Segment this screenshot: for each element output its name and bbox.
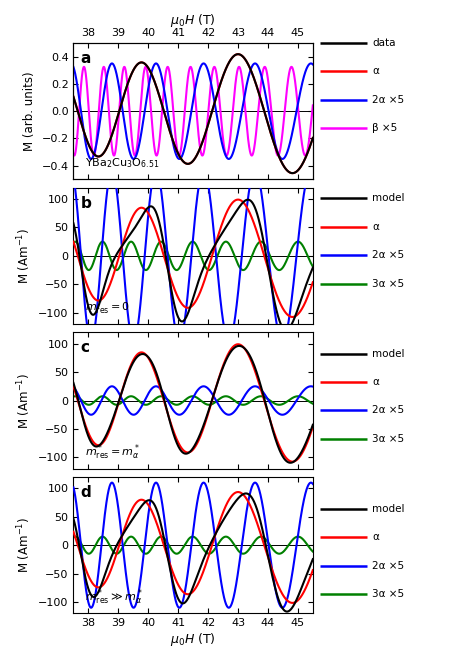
Text: 2α ×5: 2α ×5 — [372, 250, 404, 260]
X-axis label: $\mu_0 H$ (T): $\mu_0 H$ (T) — [170, 631, 216, 648]
Text: α: α — [372, 532, 379, 543]
Text: model: model — [372, 193, 405, 204]
Text: 2α ×5: 2α ×5 — [372, 561, 404, 571]
Text: α: α — [372, 66, 379, 77]
Text: β ×5: β ×5 — [372, 123, 397, 134]
Y-axis label: M (Am$^{-1}$): M (Am$^{-1}$) — [15, 372, 33, 428]
Text: model: model — [372, 348, 405, 359]
Y-axis label: M (Am$^{-1}$): M (Am$^{-1}$) — [15, 228, 33, 284]
Text: data: data — [372, 38, 396, 48]
Y-axis label: M (arb. units): M (arb. units) — [23, 71, 36, 151]
Text: c: c — [81, 340, 90, 356]
X-axis label: $\mu_0 H$ (T): $\mu_0 H$ (T) — [170, 12, 216, 29]
Text: a: a — [81, 51, 91, 66]
Text: model: model — [372, 504, 405, 514]
Text: $m^*_{\mathrm{res}} \gg m^*_{\alpha}$: $m^*_{\mathrm{res}} \gg m^*_{\alpha}$ — [85, 587, 143, 607]
Text: $m^*_{\mathrm{res}} = 0$: $m^*_{\mathrm{res}} = 0$ — [85, 297, 131, 317]
Text: b: b — [81, 196, 91, 211]
Text: YBa$_2$Cu$_3$O$_{6.51}$: YBa$_2$Cu$_3$O$_{6.51}$ — [85, 156, 160, 170]
Y-axis label: M (Am$^{-1}$): M (Am$^{-1}$) — [15, 517, 33, 573]
Text: $m^*_{\mathrm{res}} = m^*_{\alpha}$: $m^*_{\mathrm{res}} = m^*_{\alpha}$ — [85, 442, 141, 462]
Text: 3α ×5: 3α ×5 — [372, 434, 404, 444]
Text: 3α ×5: 3α ×5 — [372, 278, 404, 289]
Text: α: α — [372, 221, 379, 232]
Text: 3α ×5: 3α ×5 — [372, 589, 404, 600]
Text: d: d — [81, 485, 91, 500]
Text: α: α — [372, 377, 379, 387]
Text: 2α ×5: 2α ×5 — [372, 405, 404, 416]
Text: 2α ×5: 2α ×5 — [372, 95, 404, 105]
